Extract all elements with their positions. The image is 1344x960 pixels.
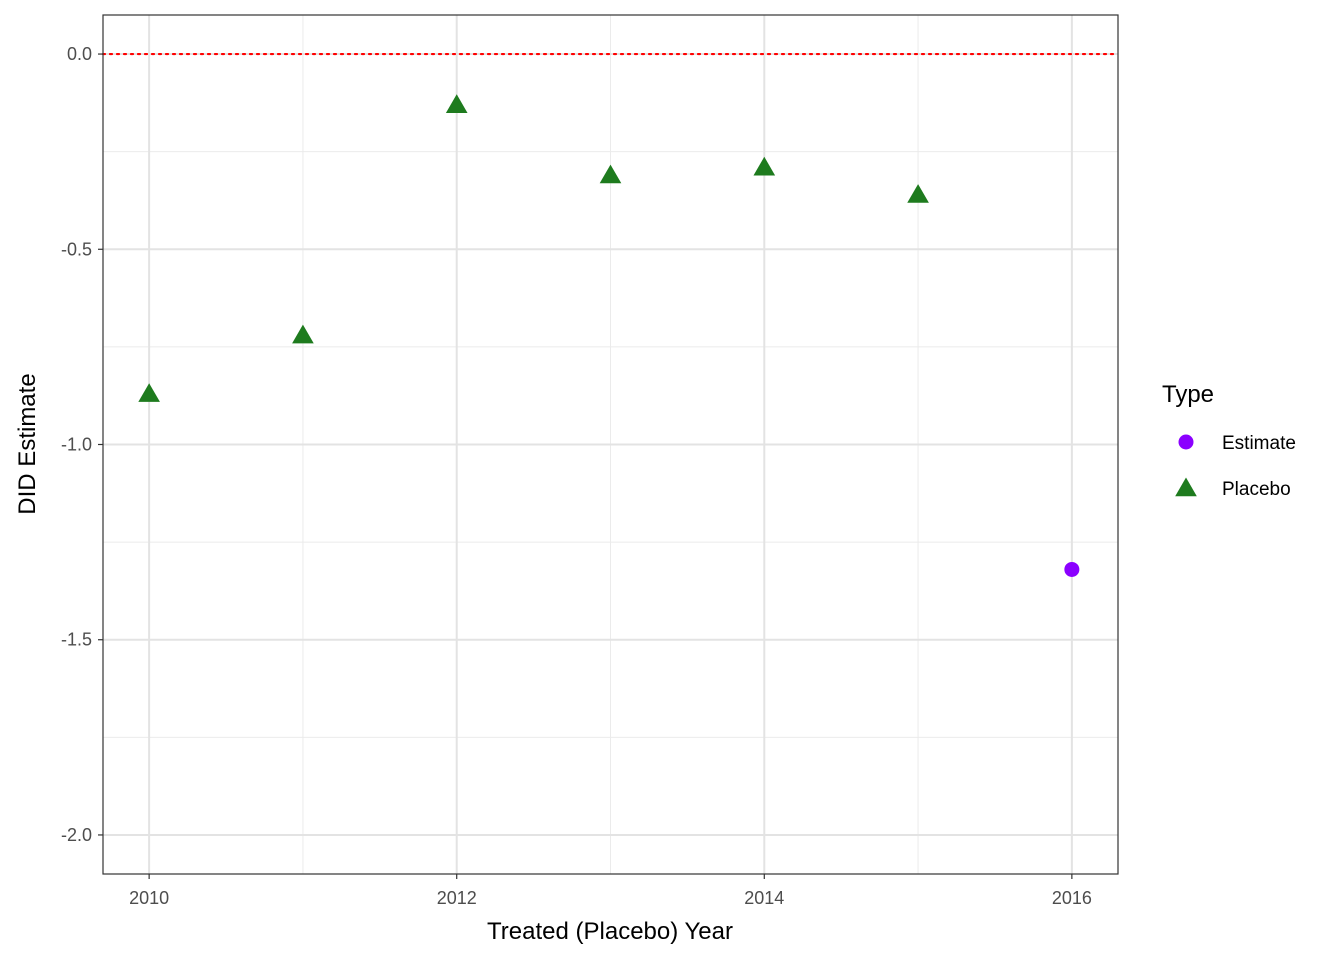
x-axis-title: Treated (Placebo) Year [487, 918, 733, 945]
legend-title: Type [1162, 381, 1214, 408]
data-point-placebo [138, 383, 160, 402]
legend-label-placebo: Placebo [1222, 479, 1291, 500]
y-tick-label: -1.5 [61, 630, 92, 650]
y-tick-label: -1.0 [61, 435, 92, 455]
data-point-estimate [1064, 561, 1080, 577]
legend: Type Estimate Placebo [1162, 381, 1296, 500]
data-point-placebo [445, 94, 468, 113]
axes: 2010 2012 2014 2016 0.0 -0.5 -1.0 -1.5 -2.0 [61, 44, 1092, 908]
legend-label-estimate: Estimate [1222, 433, 1296, 454]
y-tick-label: 0.0 [67, 44, 92, 64]
y-tick-label: -0.5 [61, 239, 92, 259]
y-tick-label: -2.0 [61, 825, 92, 845]
x-tick-label: 2016 [1052, 888, 1092, 908]
data-point-placebo [753, 156, 776, 176]
x-tick-label: 2012 [437, 888, 477, 908]
data-point-placebo [907, 184, 929, 203]
x-tick-label: 2014 [744, 888, 784, 908]
data-point-placebo [599, 164, 622, 184]
x-tick-label: 2010 [129, 888, 169, 908]
y-axis-title: DID Estimate [14, 373, 41, 514]
data-points [138, 94, 1080, 577]
legend-key-estimate [1178, 434, 1194, 450]
legend-key-placebo [1175, 477, 1197, 497]
data-point-placebo [292, 324, 314, 344]
